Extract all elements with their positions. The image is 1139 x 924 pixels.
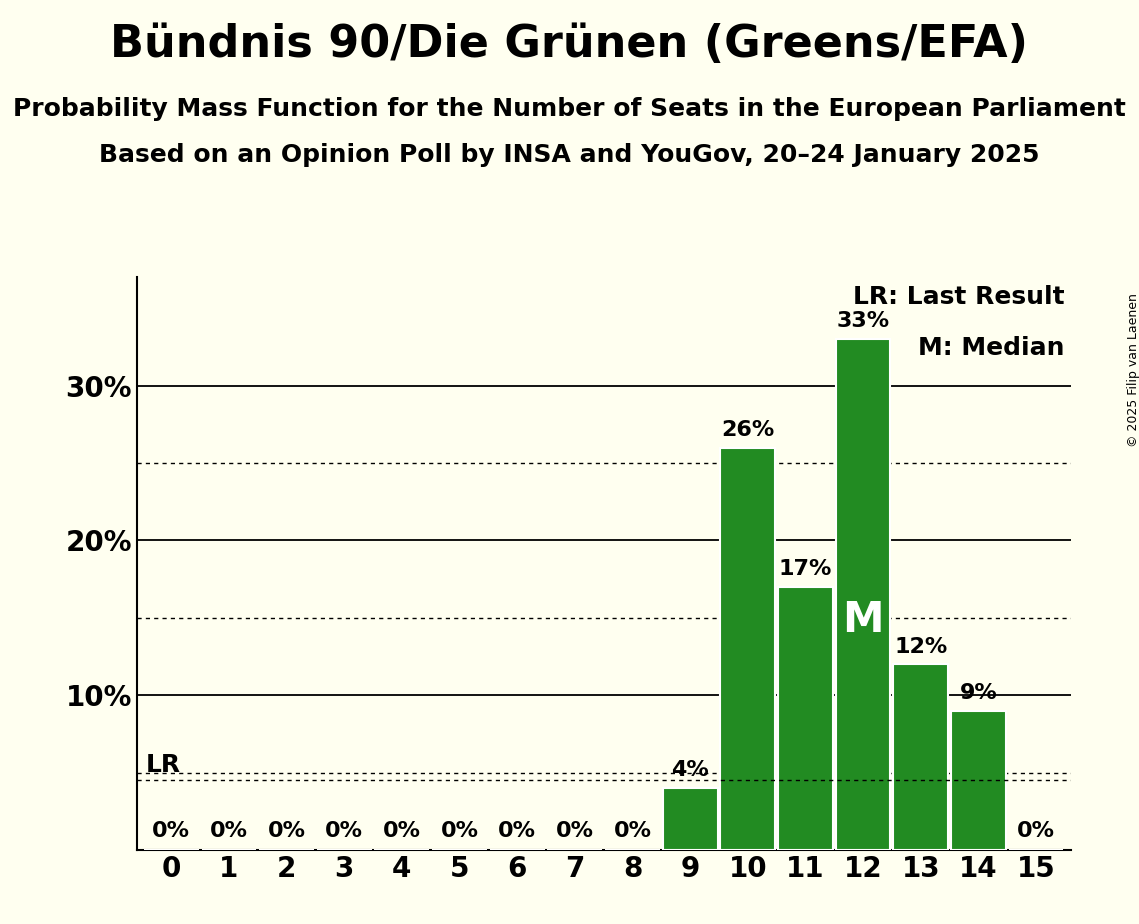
Text: 17%: 17% [779,559,833,579]
Text: 9%: 9% [959,683,998,703]
Text: 0%: 0% [268,821,305,841]
Bar [721,447,776,850]
Text: Bündnis 90/Die Grünen (Greens/EFA): Bündnis 90/Die Grünen (Greens/EFA) [110,23,1029,67]
Text: 0%: 0% [441,821,478,841]
Bar [778,587,833,850]
Text: LR: Last Result: LR: Last Result [853,285,1065,309]
Bar [893,664,948,850]
Text: M: M [843,599,884,641]
Bar [663,788,718,850]
Text: 26%: 26% [721,419,775,440]
Text: 0%: 0% [498,821,536,841]
Text: Based on an Opinion Poll by INSA and YouGov, 20–24 January 2025: Based on an Opinion Poll by INSA and You… [99,143,1040,167]
Text: 33%: 33% [836,311,890,332]
Text: Probability Mass Function for the Number of Seats in the European Parliament: Probability Mass Function for the Number… [13,97,1126,121]
Text: 0%: 0% [383,821,421,841]
Bar [836,339,891,850]
Text: 0%: 0% [556,821,593,841]
Text: 0%: 0% [210,821,248,841]
Text: 0%: 0% [326,821,363,841]
Text: 0%: 0% [614,821,652,841]
Bar [951,711,1006,850]
Text: 4%: 4% [671,760,708,781]
Text: © 2025 Filip van Laenen: © 2025 Filip van Laenen [1126,293,1139,446]
Text: 0%: 0% [1017,821,1055,841]
Text: 12%: 12% [894,637,948,657]
Text: LR: LR [146,753,180,777]
Text: 0%: 0% [153,821,190,841]
Text: M: Median: M: Median [918,336,1065,360]
